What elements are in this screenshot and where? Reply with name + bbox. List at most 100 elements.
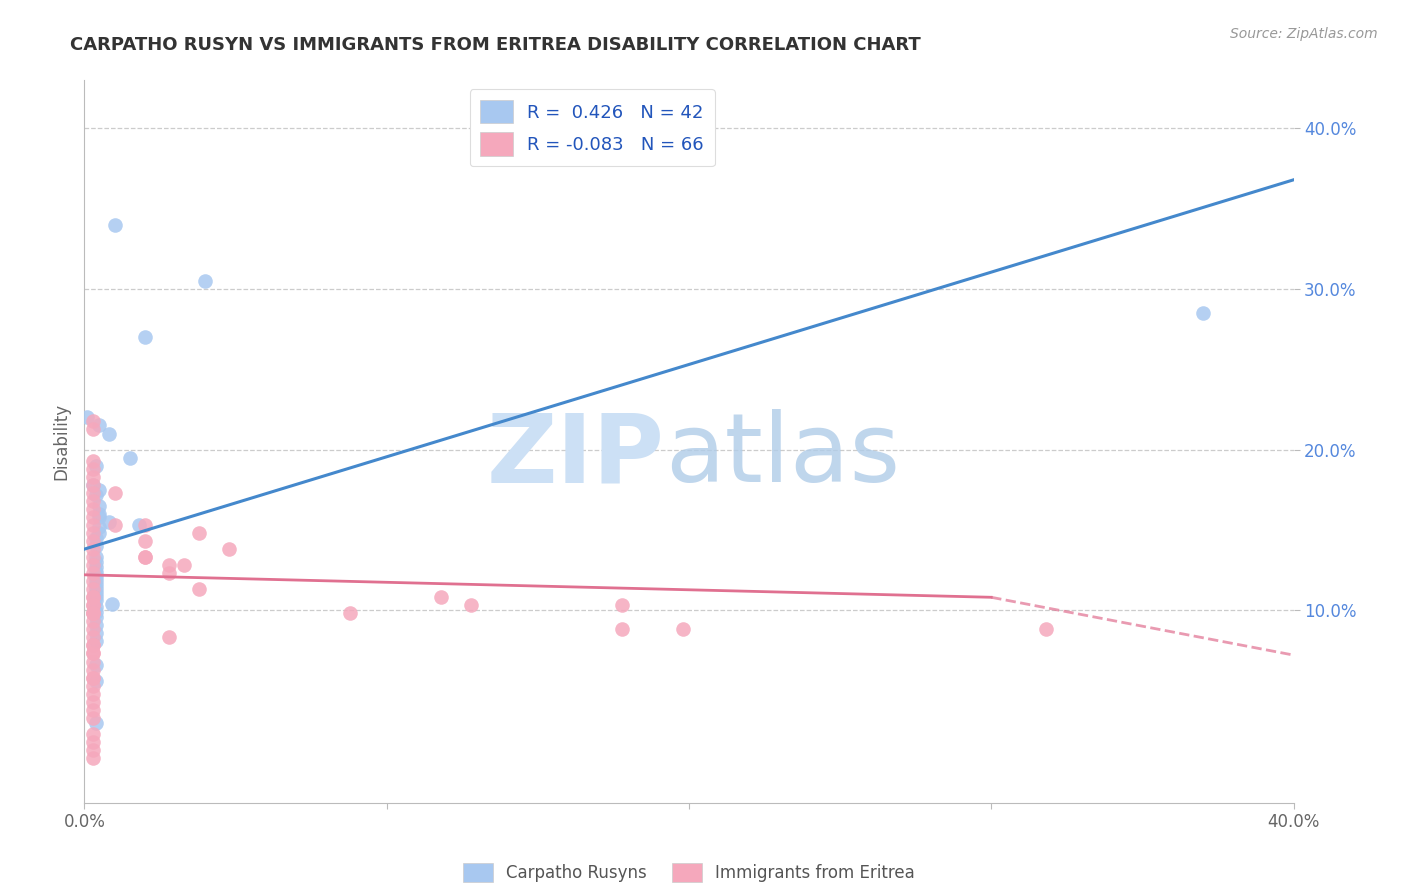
Point [82, 703, 104, 717]
Point [86, 585, 108, 599]
Point [82, 494, 104, 508]
Point [86, 569, 108, 583]
Legend: Carpatho Rusyns, Immigrants from Eritrea: Carpatho Rusyns, Immigrants from Eritrea [454, 855, 924, 890]
Point [82, 727, 104, 741]
Point [82, 631, 104, 645]
Point [82, 647, 104, 661]
Point [82, 607, 104, 621]
Point [82, 623, 104, 637]
Point [86, 589, 108, 603]
Text: atlas: atlas [665, 409, 900, 502]
Point [188, 526, 211, 541]
Point [86, 657, 108, 672]
Point [134, 550, 156, 565]
Point [134, 518, 156, 533]
Point [89, 519, 111, 533]
Point [82, 518, 104, 533]
Point [86, 609, 108, 624]
Point [82, 542, 104, 557]
Point [612, 599, 634, 613]
Point [86, 599, 108, 614]
Point [430, 591, 453, 605]
Text: CARPATHO RUSYN VS IMMIGRANTS FROM ERITREA DISABILITY CORRELATION CHART: CARPATHO RUSYN VS IMMIGRANTS FROM ERITRE… [70, 36, 921, 54]
Point [86, 550, 108, 565]
Y-axis label: Disability: Disability [52, 403, 70, 480]
Point [100, 597, 122, 611]
Point [82, 615, 104, 629]
Point [1192, 306, 1215, 320]
Point [82, 534, 104, 549]
Text: ZIP: ZIP [486, 409, 665, 502]
Point [86, 559, 108, 574]
Point [82, 663, 104, 677]
Point [86, 625, 108, 640]
Point [82, 558, 104, 573]
Point [82, 526, 104, 541]
Point [82, 502, 104, 516]
Point [86, 573, 108, 587]
Text: Source: ZipAtlas.com: Source: ZipAtlas.com [1230, 27, 1378, 41]
Point [460, 599, 482, 613]
Point [82, 687, 104, 701]
Point [82, 599, 104, 613]
Point [82, 711, 104, 725]
Point [82, 647, 104, 661]
Point [118, 450, 141, 465]
Point [82, 743, 104, 757]
Point [82, 607, 104, 621]
Point [82, 695, 104, 709]
Point [86, 581, 108, 595]
Point [82, 639, 104, 653]
Point [89, 483, 111, 497]
Point [339, 607, 361, 621]
Point [82, 470, 104, 484]
Point [1035, 623, 1057, 637]
Point [82, 566, 104, 581]
Point [134, 534, 156, 549]
Point [89, 499, 111, 513]
Point [86, 593, 108, 607]
Point [82, 591, 104, 605]
Point [157, 566, 180, 581]
Point [104, 218, 127, 232]
Point [134, 330, 156, 344]
Point [86, 673, 108, 688]
Point [86, 617, 108, 632]
Point [89, 510, 111, 524]
Point [82, 607, 104, 621]
Point [82, 414, 104, 428]
Point [86, 531, 108, 545]
Point [86, 539, 108, 553]
Point [82, 591, 104, 605]
Point [672, 623, 695, 637]
Point [157, 631, 180, 645]
Point [104, 486, 127, 500]
Point [82, 735, 104, 749]
Point [82, 486, 104, 500]
Point [82, 510, 104, 524]
Point [86, 487, 108, 501]
Point [82, 671, 104, 685]
Point [188, 582, 211, 597]
Point [86, 633, 108, 648]
Point [82, 582, 104, 597]
Point [97, 426, 120, 441]
Point [128, 518, 150, 533]
Point [82, 655, 104, 669]
Point [82, 599, 104, 613]
Point [86, 605, 108, 619]
Point [76, 410, 98, 425]
Point [86, 577, 108, 591]
Point [82, 671, 104, 685]
Point [89, 526, 111, 541]
Point [89, 418, 111, 433]
Point [134, 550, 156, 565]
Point [82, 422, 104, 436]
Point [89, 507, 111, 521]
Point [82, 679, 104, 693]
Point [86, 555, 108, 569]
Point [82, 574, 104, 589]
Point [218, 542, 240, 557]
Point [194, 274, 217, 288]
Point [82, 462, 104, 476]
